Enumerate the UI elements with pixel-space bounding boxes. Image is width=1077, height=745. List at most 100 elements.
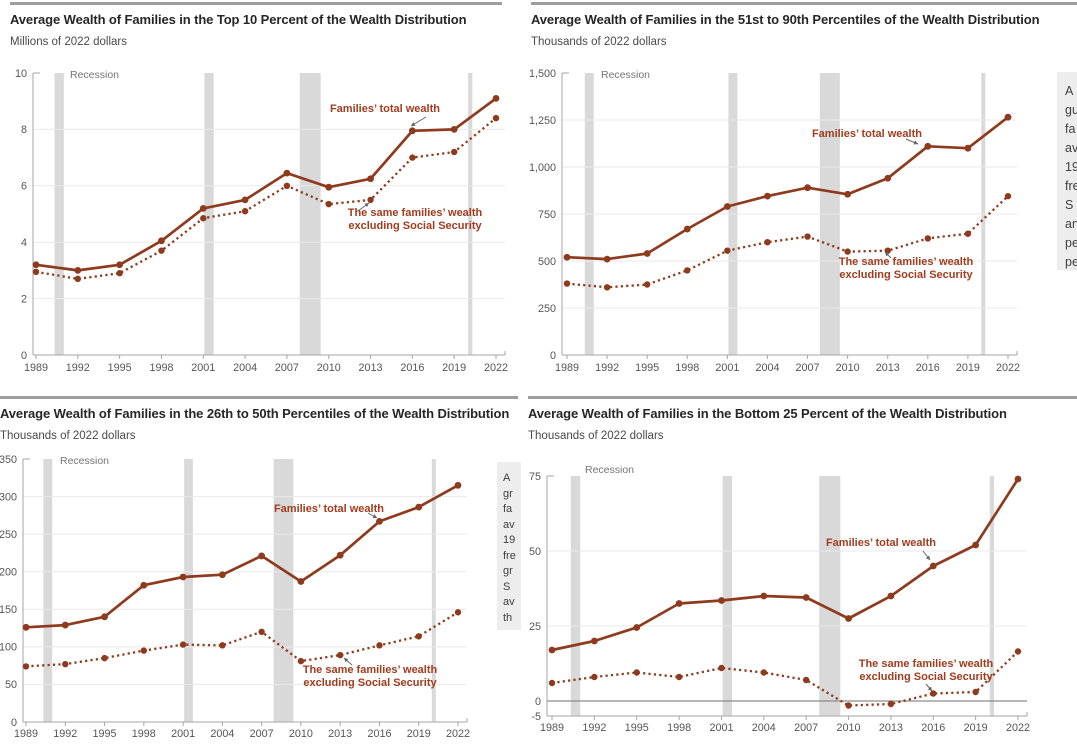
series-annotation: excluding Social Security — [348, 220, 482, 232]
x-tick-label: 2016 — [367, 728, 391, 740]
chart-panel-bottom-25-percent: Average Wealth of Families in the Bottom… — [528, 396, 1077, 442]
data-point — [450, 126, 458, 133]
x-tick-label: 2016 — [916, 362, 940, 374]
x-tick-label: 2007 — [794, 722, 818, 734]
data-point — [802, 594, 810, 601]
data-point — [764, 192, 771, 200]
x-tick-label: 1998 — [667, 722, 691, 734]
line-chart-26th-50th-percentiles: 0 50 100 150 200 250 300 350 1989 1992 1995 1998 200… — [0, 454, 470, 740]
note-line: an — [1065, 217, 1077, 231]
data-point — [964, 144, 972, 152]
y-tick-label: 2 — [21, 293, 27, 305]
note-line: S — [503, 580, 511, 593]
data-point — [116, 270, 123, 277]
data-point — [454, 481, 462, 489]
data-point — [158, 237, 165, 245]
annotation-arrowhead — [411, 122, 416, 126]
x-tick-label: 2013 — [879, 722, 903, 734]
data-point — [591, 673, 598, 681]
chart-panel-top-10-percent: Average Wealth of Families in the Top 10… — [10, 2, 502, 48]
recession-label: Recession — [60, 455, 109, 467]
x-tick-label: 2001 — [171, 728, 195, 740]
y-tick-label: 6 — [21, 181, 27, 193]
data-point — [367, 196, 374, 204]
data-point — [675, 600, 683, 607]
annotation-arrowhead — [925, 555, 930, 560]
x-tick-label: 2001 — [709, 722, 733, 734]
data-point — [590, 637, 598, 645]
data-point — [74, 267, 82, 274]
recession-label: Recession — [585, 464, 634, 476]
x-tick-label: 2022 — [446, 728, 470, 740]
data-point — [929, 562, 937, 570]
data-point — [74, 275, 82, 283]
x-tick-label: 2007 — [250, 728, 274, 740]
x-tick-label: 1995 — [93, 728, 117, 740]
line-chart-51st-90th-percentiles: 0 250 500 750 1,000 1,250 1,500 1989 1992 1995 199… — [529, 68, 1020, 374]
recession-label: Recession — [70, 69, 119, 81]
x-tick-label: 2019 — [442, 362, 466, 374]
line-chart-top-10-percent: 0 2 4 6 8 10 1989 1992 1995 1998 2001 2004 2007 2010 2… — [15, 68, 508, 374]
x-tick-label: 2010 — [289, 728, 313, 740]
x-tick-label: 2013 — [328, 728, 352, 740]
data-point — [924, 235, 932, 242]
x-tick-label: 2007 — [796, 362, 820, 374]
data-point — [603, 255, 611, 263]
data-point — [548, 679, 556, 687]
data-point — [415, 633, 422, 640]
note-line: fa — [503, 503, 513, 515]
recession-band — [722, 476, 733, 716]
data-point — [884, 174, 892, 182]
x-tick-label: 2010 — [837, 722, 861, 734]
data-point — [804, 184, 811, 192]
series-annotation: excluding Social Security — [859, 671, 993, 683]
data-point — [924, 142, 932, 150]
y-tick-label: 8 — [21, 124, 27, 136]
data-point — [283, 182, 291, 189]
data-point — [22, 623, 30, 631]
total-wealth-line — [566, 116, 1009, 261]
data-point — [548, 646, 556, 654]
data-point — [643, 250, 651, 257]
note-line: gr — [503, 565, 513, 577]
y-tick-label: 0 — [535, 696, 541, 708]
y-tick-label: -5 — [531, 711, 541, 723]
data-point — [845, 615, 852, 622]
note-line: 19 — [503, 534, 516, 546]
x-tick-label: 2022 — [996, 362, 1020, 374]
x-tick-label: 2019 — [956, 362, 980, 374]
recession-band — [468, 73, 473, 355]
recession-band — [819, 476, 841, 716]
recession-band — [431, 459, 436, 722]
y-tick-label: 100 — [0, 642, 17, 654]
chart-subtitle: Thousands of 2022 dollars — [0, 430, 136, 442]
x-tick-label: 2016 — [921, 722, 945, 734]
data-point — [140, 581, 148, 589]
x-tick-label: 2004 — [755, 362, 779, 374]
chart-panel-26th-50th-percentiles: Average Wealth of Families in the 26th t… — [0, 396, 518, 442]
note-line: fa — [1065, 122, 1076, 136]
data-point — [1014, 648, 1022, 655]
data-point — [718, 664, 725, 672]
x-tick-label: 2007 — [275, 362, 299, 374]
data-point — [1004, 113, 1012, 121]
data-point — [492, 94, 500, 102]
data-point — [964, 230, 972, 237]
data-point — [101, 613, 108, 621]
note-line: A — [503, 472, 511, 484]
data-point — [718, 597, 725, 604]
wealth-excluding-social-security-line — [566, 195, 1009, 289]
data-point — [930, 690, 937, 697]
x-tick-label: 1995 — [108, 362, 132, 374]
data-point — [563, 253, 571, 261]
recession-band — [570, 476, 581, 716]
x-tick-label: 2004 — [752, 722, 776, 734]
y-tick-label: 250 — [538, 303, 556, 315]
annotation-arrowhead — [364, 203, 369, 208]
series-annotation: The same families’ wealth — [859, 658, 994, 670]
x-tick-label: 1992 — [582, 722, 606, 734]
data-point — [684, 267, 691, 274]
note-line: S — [1065, 198, 1074, 212]
